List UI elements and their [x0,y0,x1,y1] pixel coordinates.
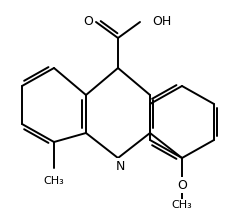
Text: CH₃: CH₃ [171,200,192,210]
Text: CH₃: CH₃ [44,176,64,186]
Text: O: O [83,15,92,29]
Text: O: O [176,179,186,191]
Text: N: N [115,160,124,172]
Text: OH: OH [152,15,171,29]
